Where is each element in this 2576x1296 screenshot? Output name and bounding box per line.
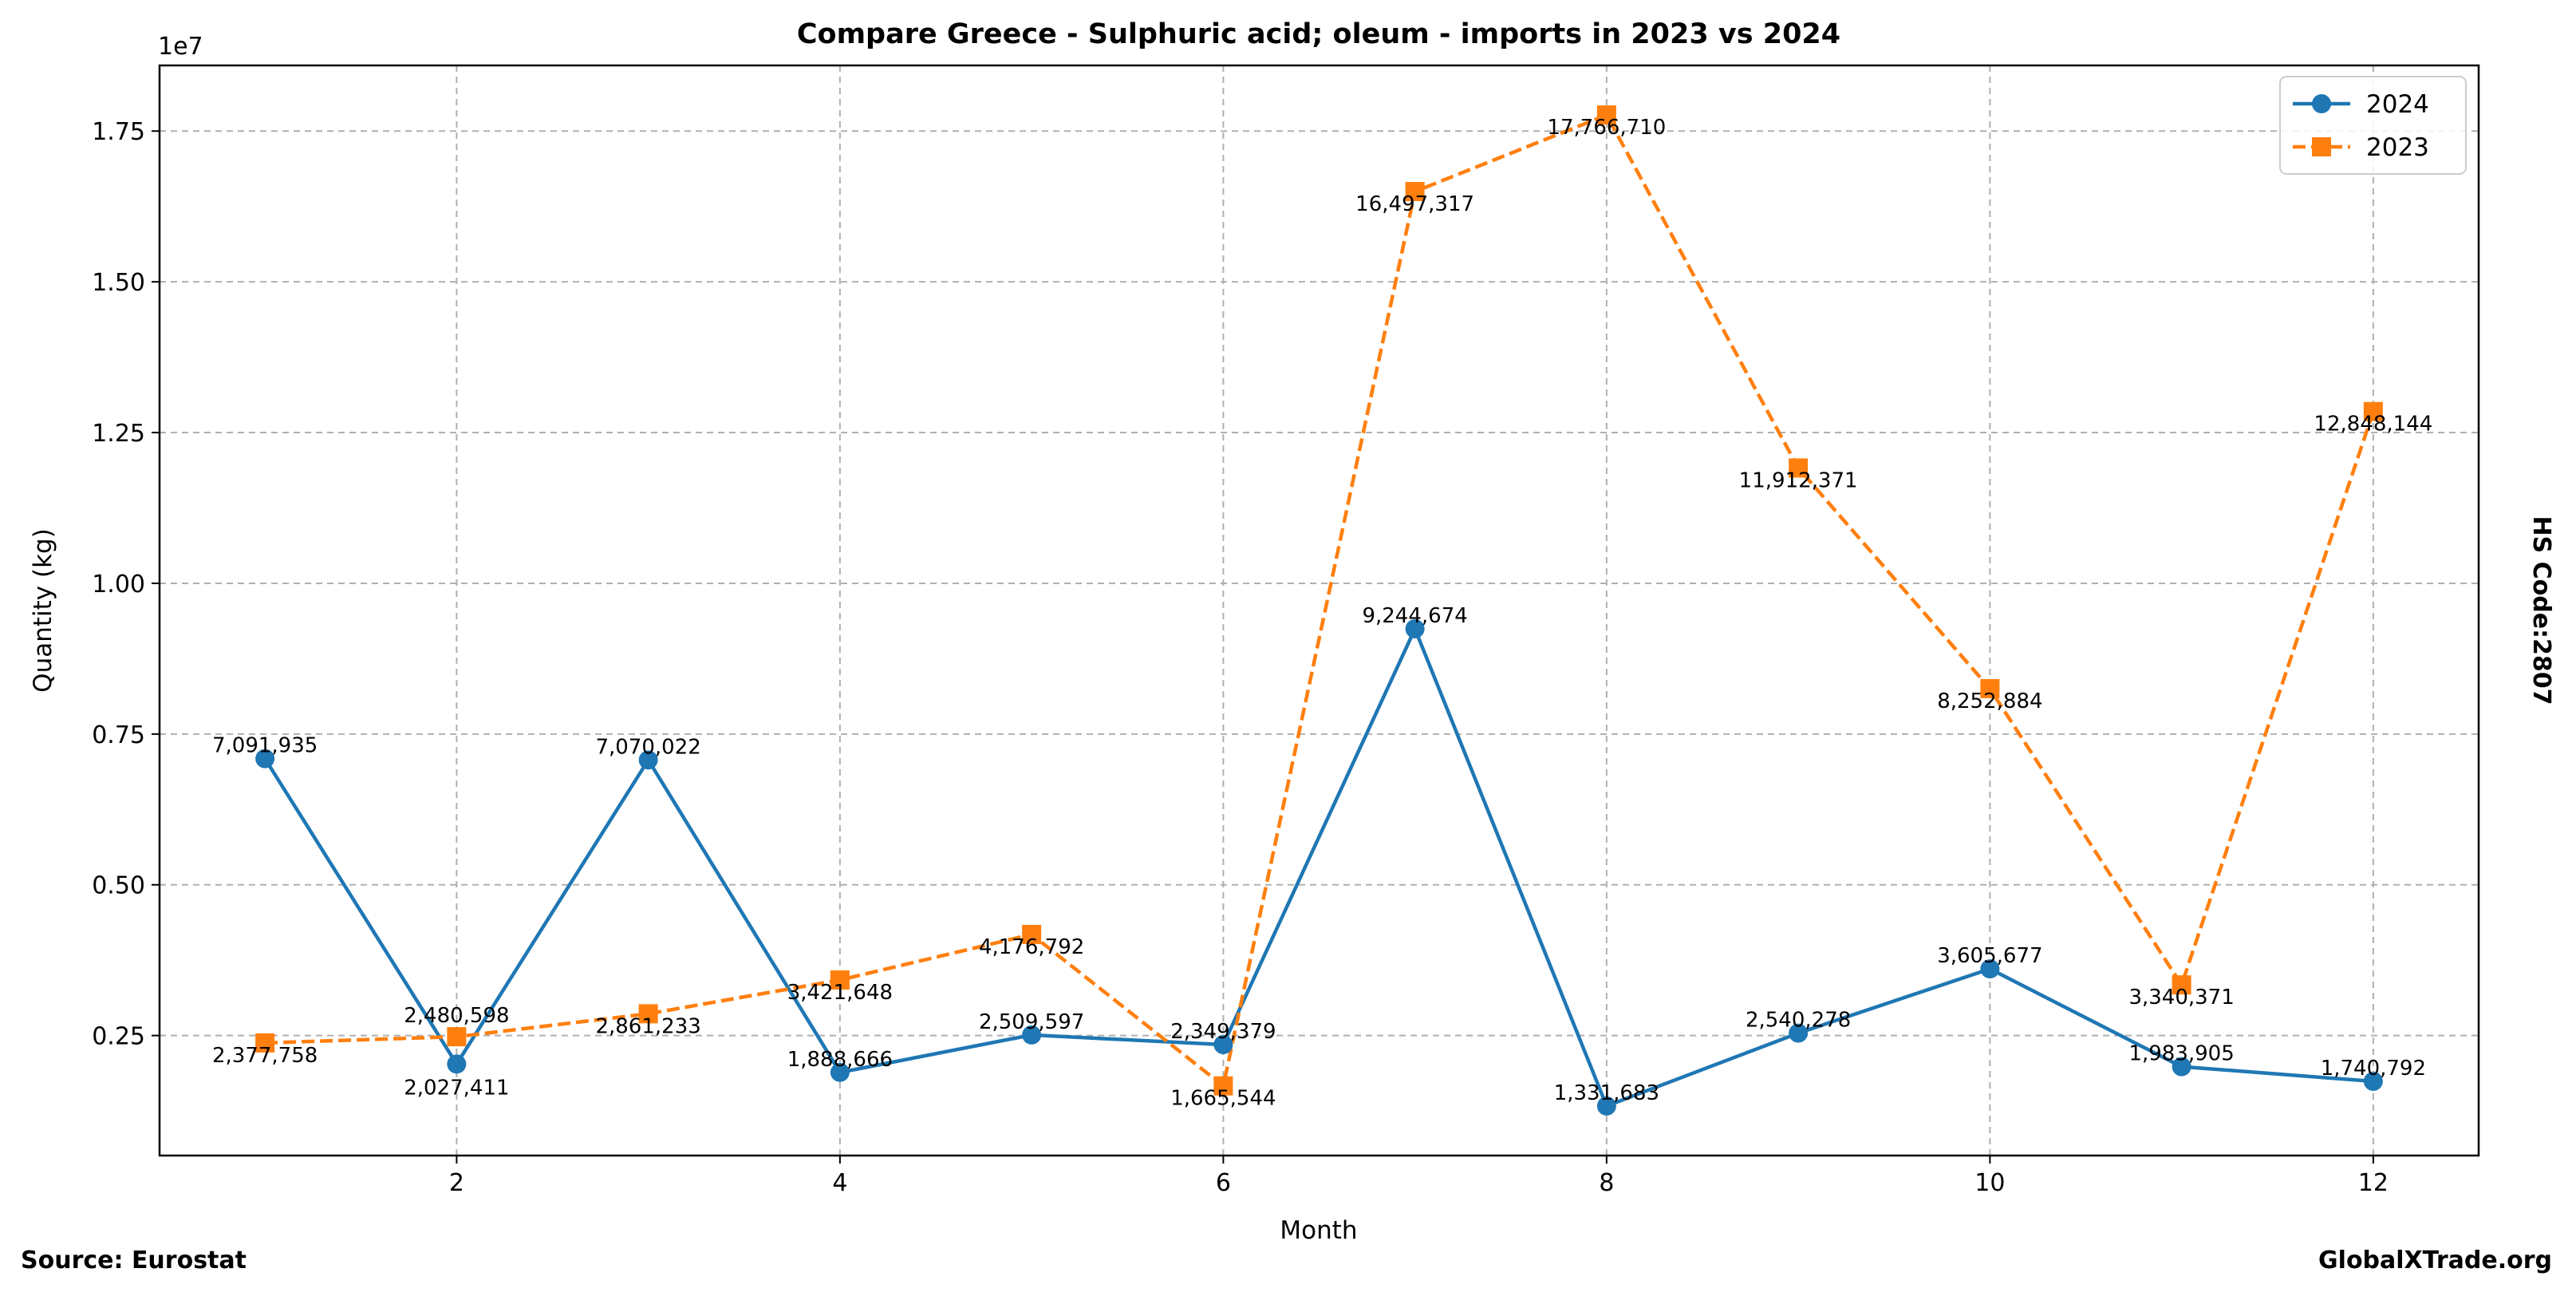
data-label-2023: 16,497,317	[1355, 192, 1474, 216]
data-label-2023: 1,665,544	[1170, 1087, 1276, 1111]
point-2024	[1980, 959, 2000, 979]
source-label: Source: Eurostat	[21, 1247, 247, 1274]
data-label-2023: 2,377,758	[212, 1044, 318, 1068]
legend-marker-2024	[2312, 94, 2331, 113]
data-label-2023: 8,252,884	[1937, 689, 2042, 713]
point-2023	[1213, 1076, 1233, 1096]
legend-marker-2023	[2312, 137, 2331, 156]
data-label-2024: 9,244,674	[1362, 604, 1467, 628]
x-tick-label: 12	[2358, 1169, 2389, 1197]
x-axis-ticks: 2 4 6 8 10 12	[449, 1156, 2389, 1197]
x-tick-label: 8	[1599, 1169, 1614, 1197]
data-label-2024: 3,605,677	[1937, 944, 2042, 968]
data-label-2024: 2,540,278	[1746, 1009, 1851, 1033]
data-label-2023: 11,912,371	[1739, 468, 1858, 492]
x-axis-label: Month	[1280, 1216, 1357, 1245]
x-tick-label: 4	[832, 1169, 847, 1197]
point-2023	[1405, 182, 1425, 202]
plot-frame	[158, 64, 2480, 1157]
y-tick-label: 0.75	[92, 721, 145, 749]
chart-title: Compare Greece - Sulphuric acid; oleum -…	[797, 18, 1840, 50]
data-label-2023: 2,861,233	[595, 1014, 700, 1038]
data-label-2023: 2,480,598	[404, 1004, 509, 1028]
y-tick-label: 0.50	[92, 872, 145, 900]
point-2023	[2363, 401, 2383, 421]
point-2024	[2363, 1071, 2383, 1091]
point-2023	[1022, 924, 1042, 944]
y-tick-label: 0.25	[92, 1023, 145, 1051]
point-2023	[447, 1027, 467, 1047]
x-tick-label: 2	[449, 1169, 464, 1197]
series-line-2024	[263, 624, 2374, 1108]
y-tick-label: 1.50	[92, 269, 145, 297]
data-label-2024: 7,070,022	[595, 735, 700, 759]
data-label-2023: 12,848,144	[2314, 413, 2432, 437]
data-label-2024: 1,983,905	[2128, 1042, 2234, 1066]
point-2024	[1405, 619, 1425, 639]
y-tick-label: 1.25	[92, 420, 145, 448]
site-label: GlobalXTrade.org	[2318, 1247, 2552, 1274]
point-2023	[1789, 458, 1809, 478]
hs-code-label: HS Code:2807	[2527, 516, 2555, 705]
point-2023	[2172, 975, 2191, 995]
point-2024	[447, 1054, 467, 1074]
legend: 2024 2023	[2279, 76, 2467, 175]
x-tick-label: 10	[1974, 1169, 2005, 1197]
y-offset-label: 1e7	[158, 33, 203, 61]
data-labels: 7,091,935 2,027,411 7,070,022 1,888,666 2,50…	[212, 116, 2432, 1111]
point-2023	[1980, 678, 2000, 698]
point-2024	[638, 750, 658, 770]
y-axis-ticks: 0.25 0.50 0.75 1.00 1.25 1.50 1.75	[92, 118, 160, 1051]
data-label-2024: 2,027,411	[404, 1076, 509, 1100]
y-tick-label: 1.75	[92, 118, 145, 146]
data-label-2023: 17,766,710	[1547, 116, 1666, 140]
data-label-2024: 1,331,683	[1554, 1081, 1659, 1105]
point-2024	[1596, 1096, 1616, 1116]
point-2023	[1596, 105, 1616, 125]
point-2024	[1213, 1035, 1233, 1055]
series-lines	[263, 113, 2375, 1108]
point-2024	[255, 749, 275, 769]
y-tick-label: 1.00	[92, 571, 145, 599]
point-2023	[255, 1033, 275, 1053]
point-2024	[830, 1062, 850, 1082]
point-2024	[2172, 1057, 2191, 1077]
data-label-2023: 3,421,648	[787, 981, 893, 1005]
point-2024	[1789, 1023, 1809, 1043]
data-label-2024: 7,091,935	[212, 734, 318, 758]
series-line-2023	[265, 113, 2375, 1089]
point-2024	[1022, 1025, 1042, 1045]
legend-label-2023: 2023	[2366, 133, 2429, 162]
point-2023	[830, 970, 850, 990]
series-markers	[255, 105, 2383, 1116]
data-label-2023: 4,176,792	[979, 935, 1084, 959]
data-label-2024: 2,349,379	[1170, 1020, 1276, 1044]
x-tick-label: 6	[1216, 1169, 1231, 1197]
point-2023	[638, 1004, 658, 1024]
data-label-2024: 1,740,792	[2321, 1057, 2426, 1081]
data-label-2023: 3,340,371	[2128, 986, 2234, 1010]
y-axis-label: Quantity (kg)	[29, 528, 57, 693]
data-label-2024: 2,509,597	[979, 1010, 1084, 1034]
data-label-2024: 1,888,666	[787, 1048, 893, 1072]
legend-label-2024: 2024	[2366, 90, 2429, 119]
